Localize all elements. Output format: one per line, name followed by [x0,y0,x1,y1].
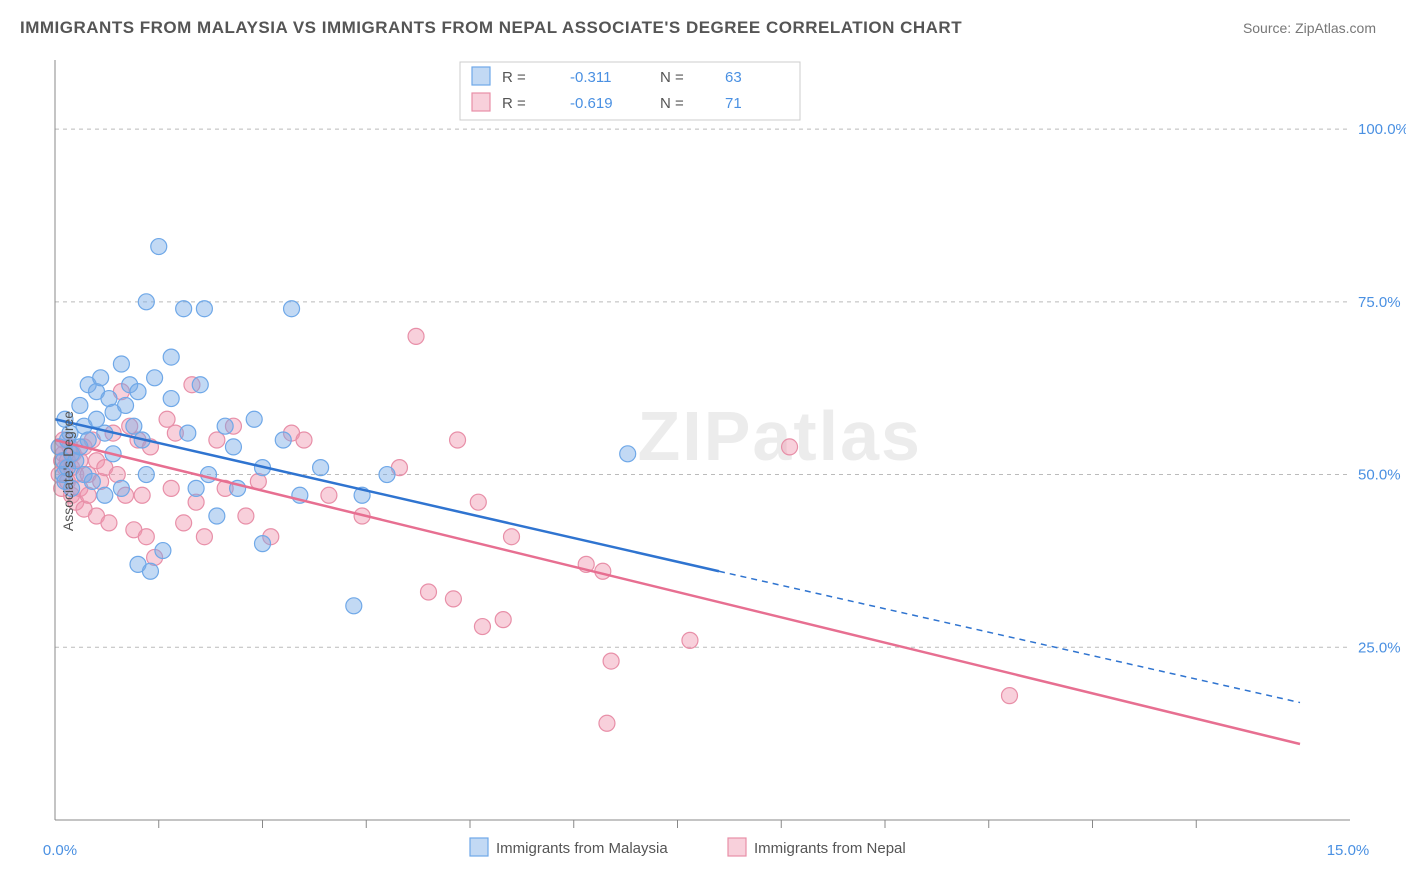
legend-series-label: Immigrants from Malaysia [496,840,668,857]
data-point [151,239,167,255]
chart-container: Associate's Degree ZIPatlas 25.0% 50.0% 75.… [0,50,1406,892]
legend-swatch [470,838,488,856]
data-point [209,432,225,448]
data-point [275,432,291,448]
x-tick-label: 15.0% [1327,842,1370,859]
data-point [130,384,146,400]
data-point [176,301,192,317]
data-point [159,411,175,427]
data-point [620,446,636,462]
legend-n-value: 63 [725,69,742,86]
data-point [599,715,615,731]
data-point [93,370,109,386]
data-point [118,397,134,413]
legend-r-label: R = [502,69,526,86]
data-point [504,529,520,545]
data-point [196,529,212,545]
data-point [379,467,395,483]
data-point [89,411,105,427]
data-point [408,328,424,344]
y-tick-label: 100.0% [1358,121,1406,138]
source-link[interactable]: ZipAtlas.com [1295,20,1376,36]
data-point [682,632,698,648]
data-point [138,467,154,483]
data-point [134,487,150,503]
legend-n-value: 71 [725,95,742,112]
legend-series-label: Immigrants from Nepal [754,840,906,857]
data-point [180,425,196,441]
y-tick-label: 25.0% [1358,639,1401,656]
data-point [163,349,179,365]
watermark: ZIPatlas [638,397,922,475]
data-point [255,536,271,552]
data-point [225,439,241,455]
data-point [126,418,142,434]
data-point [603,653,619,669]
scatter-chart: ZIPatlas 25.0% 50.0% 75.0% 100.0% 0.0% 15.0% R … [0,50,1406,892]
data-point [196,301,212,317]
data-point [313,460,329,476]
data-point [782,439,798,455]
data-point [450,432,466,448]
data-point [209,508,225,524]
data-point [321,487,337,503]
x-tick-label: 0.0% [43,842,77,859]
data-point [421,584,437,600]
data-point [147,370,163,386]
data-point [1002,688,1018,704]
trend-line [55,440,1300,744]
data-point [155,543,171,559]
y-tick-label: 75.0% [1358,294,1401,311]
source-label: Source: ZipAtlas.com [1243,20,1376,36]
data-point [101,515,117,531]
data-point [346,598,362,614]
data-point [246,411,262,427]
data-point [138,294,154,310]
legend-n-label: N = [660,69,684,86]
chart-title: IMMIGRANTS FROM MALAYSIA VS IMMIGRANTS F… [20,18,962,38]
legend-r-value: -0.311 [570,69,611,86]
legend-r-label: R = [502,95,526,112]
legend-r-value: -0.619 [570,95,613,112]
data-point [238,508,254,524]
legend-swatch [472,93,490,111]
data-point [163,391,179,407]
legend-swatch [472,67,490,85]
data-point [84,473,100,489]
legend-n-label: N = [660,95,684,112]
y-tick-label: 50.0% [1358,467,1401,484]
data-point [176,515,192,531]
data-point [445,591,461,607]
data-point [163,480,179,496]
data-point [470,494,486,510]
data-point [284,301,300,317]
data-point [138,529,154,545]
legend-swatch [728,838,746,856]
data-point [192,377,208,393]
data-point [474,619,490,635]
data-point [97,487,113,503]
data-point [113,356,129,372]
data-point [188,480,204,496]
y-axis-label: Associate's Degree [60,411,76,531]
data-point [217,418,233,434]
data-point [296,432,312,448]
data-point [142,563,158,579]
data-point [113,480,129,496]
data-point [495,612,511,628]
trend-line-extension [719,571,1300,702]
source-prefix: Source: [1243,20,1295,36]
